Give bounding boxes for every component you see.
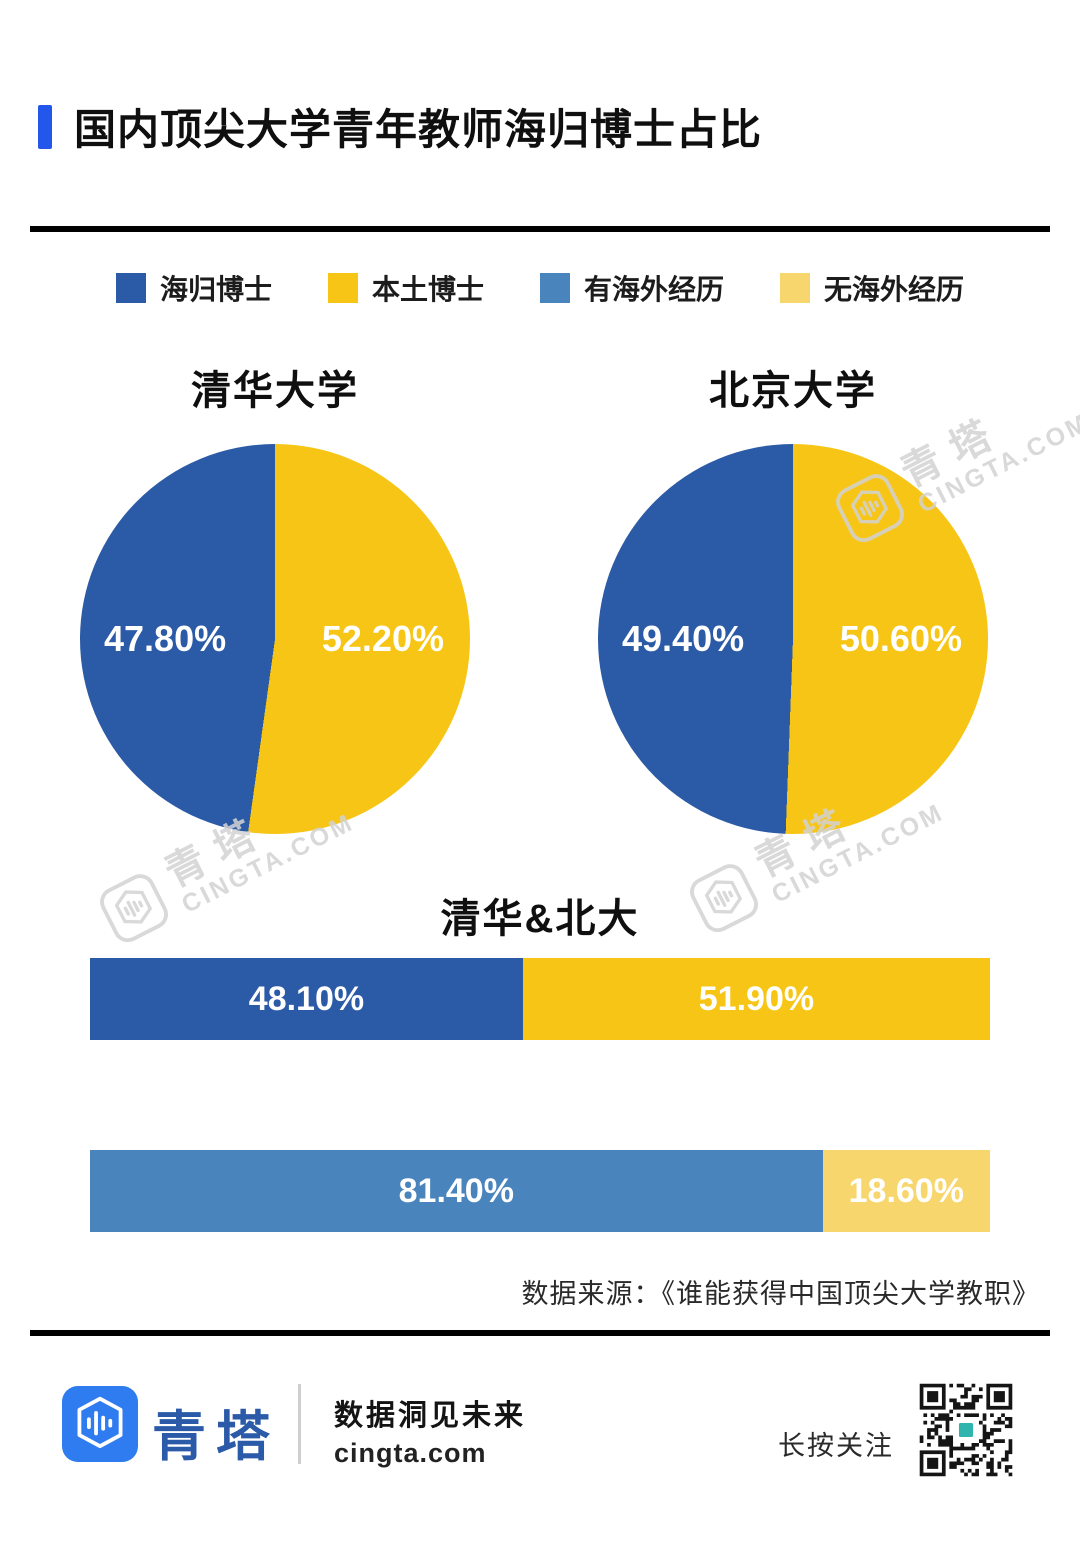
- legend-swatch-bentu: [327, 273, 358, 303]
- pie-chart-tsinghua: 47.80% 52.20%: [80, 444, 470, 834]
- bar-value-overseas-exp: 81.40%: [398, 1171, 514, 1210]
- legend-label: 海归博士: [159, 274, 272, 305]
- header: 国内顶尖大学青年教师海归博士占比: [38, 96, 762, 157]
- legend-swatch-overseas-exp: [540, 273, 570, 303]
- pie-block-peking: 北京大学 49.40% 50.60%: [598, 358, 988, 834]
- bar-value-haigui: 48.10%: [248, 979, 365, 1018]
- qr-code: [916, 1380, 1016, 1485]
- legend-label: 有海外经历: [584, 274, 725, 305]
- legend-item-bentu: 本土博士: [327, 268, 484, 308]
- footer-tagline: 数据洞见未来: [334, 1400, 527, 1432]
- bar-value-bentu: 51.90%: [698, 979, 815, 1018]
- bar-value-no-overseas-exp: 18.60%: [848, 1171, 964, 1210]
- legend-item-overseas-exp: 有海外经历: [540, 268, 724, 308]
- bar-segment-bentu: 51.90%: [522, 958, 990, 1040]
- bar-segment-no-overseas-exp: 18.60%: [822, 1150, 990, 1232]
- stacked-bar-overseas-experience: 81.40% 18.60%: [90, 1150, 990, 1232]
- section-title-combined: 清华&北大: [440, 897, 640, 941]
- footer-brand-name: 青塔: [152, 1407, 280, 1467]
- legend-item-no-overseas-exp: 无海外经历: [780, 268, 964, 308]
- qr-follow-hint: 长按关注: [778, 1431, 894, 1461]
- cingta-logo-icon: [62, 1386, 138, 1467]
- pie-value-tsinghua-haigui: 47.80%: [104, 618, 227, 659]
- stacked-bar-phd-origin: 48.10% 51.90%: [90, 958, 990, 1040]
- legend-label: 无海外经历: [824, 274, 965, 305]
- pie-value-peking-bentu: 50.60%: [839, 618, 962, 659]
- pie-value-peking-haigui: 49.40%: [622, 618, 745, 659]
- data-source-note: 数据来源：《谁能获得中国顶尖大学教职》: [521, 1279, 1040, 1309]
- legend-swatch-haigui: [115, 273, 146, 303]
- pie-chart-peking: 49.40% 50.60%: [598, 444, 988, 834]
- footer-divider: [298, 1384, 301, 1464]
- pie-block-tsinghua: 清华大学 47.80% 52.20%: [80, 358, 470, 834]
- legend-label: 本土博士: [371, 274, 484, 305]
- legend: 海归博士 本土博士 有海外经历 无海外经历: [0, 268, 1080, 308]
- title-marker: [38, 104, 52, 149]
- top-divider: [30, 226, 1050, 232]
- legend-swatch-no-overseas-exp: [780, 273, 811, 303]
- page-title: 国内顶尖大学青年教师海归博士占比: [74, 106, 763, 153]
- pie-value-tsinghua-bentu: 52.20%: [321, 618, 444, 659]
- bar-segment-haigui: 48.10%: [90, 958, 523, 1040]
- pie-title-peking: 北京大学: [709, 369, 877, 413]
- bottom-divider: [30, 1330, 1050, 1336]
- footer-website: cingta.com: [334, 1438, 487, 1468]
- bar-segment-overseas-exp: 81.40%: [90, 1150, 823, 1232]
- legend-item-haigui: 海归博士: [115, 268, 272, 308]
- pie-title-tsinghua: 清华大学: [191, 369, 359, 413]
